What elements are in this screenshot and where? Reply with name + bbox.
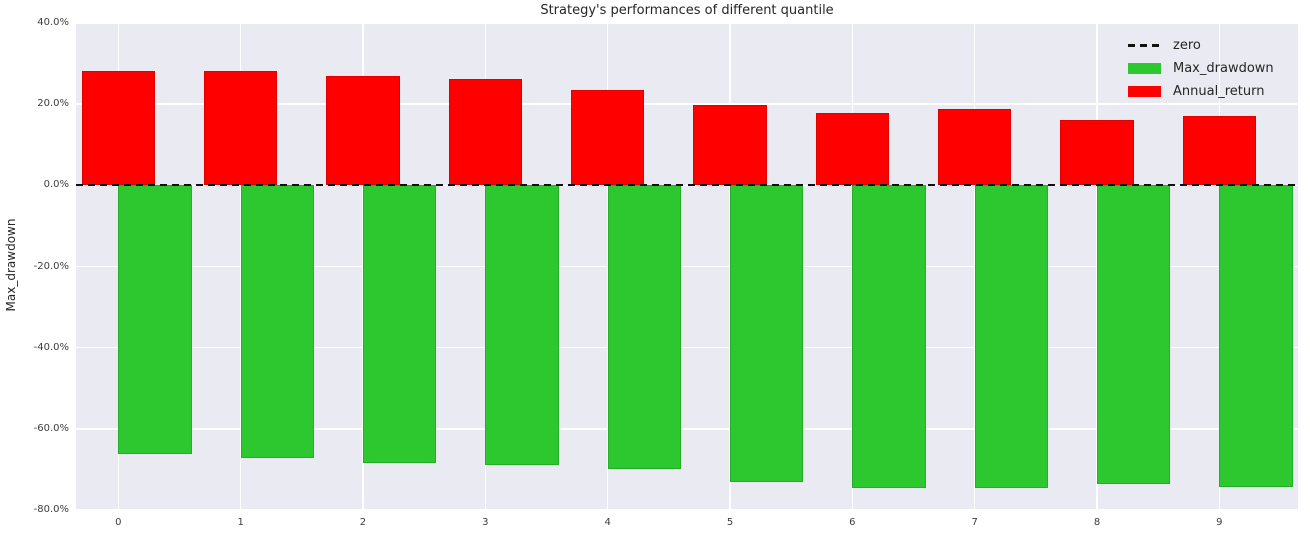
- x-tick-label: 2: [359, 517, 367, 528]
- gridline-horizontal: [76, 22, 1298, 24]
- bar-max-drawdown-1: [240, 185, 315, 459]
- gridline-horizontal: [76, 103, 1298, 105]
- legend-item-annual_return: Annual_return: [1128, 80, 1274, 103]
- x-tick-label: 1: [237, 517, 244, 528]
- bar-annual-return-9: [1182, 115, 1257, 186]
- bar-annual-return-6: [815, 113, 890, 186]
- y-tick-label: -20.0%: [33, 260, 69, 272]
- bar-annual-return-7: [937, 108, 1012, 186]
- legend-color-swatch: [1128, 86, 1161, 97]
- legend: zero Max_drawdown Annual_return: [1128, 34, 1274, 103]
- legend-item-zero: zero: [1128, 34, 1274, 57]
- bar-annual-return-8: [1060, 119, 1134, 186]
- y-tick-label: 20.0%: [37, 98, 69, 110]
- bar-annual-return-0: [81, 71, 156, 186]
- y-tick-label: 40.0%: [37, 17, 69, 28]
- x-tick-label: 3: [482, 517, 489, 528]
- gridline-horizontal: [76, 428, 1298, 430]
- gridline-horizontal: [76, 265, 1298, 268]
- gridline-horizontal: [76, 509, 1298, 511]
- x-tick-label: 9: [1216, 517, 1223, 528]
- bar-max-drawdown-8: [1097, 185, 1171, 485]
- legend-label: Max_drawdown: [1173, 61, 1274, 76]
- bar-annual-return-4: [570, 89, 645, 186]
- x-tick-label: 4: [604, 517, 611, 528]
- chart-title: Strategy's performances of different qua…: [540, 3, 834, 18]
- bar-annual-return-2: [326, 76, 400, 186]
- y-tick-label: -80.0%: [33, 504, 69, 515]
- plot-area: [76, 22, 1298, 511]
- legend-color-swatch: [1128, 63, 1161, 74]
- legend-dashed-line-icon: [1128, 44, 1161, 47]
- x-tick-label: 0: [115, 517, 122, 528]
- y-tick-label: -60.0%: [33, 422, 69, 434]
- x-tick-label: 6: [849, 517, 856, 528]
- bar-max-drawdown-5: [730, 185, 804, 482]
- bar-max-drawdown-2: [362, 185, 437, 464]
- legend-label: zero: [1173, 38, 1201, 53]
- bar-max-drawdown-6: [852, 185, 926, 488]
- x-tick-label: 7: [971, 517, 978, 528]
- y-tick-label: 0.0%: [43, 179, 69, 191]
- bar-max-drawdown-0: [118, 185, 192, 455]
- bar-annual-return-1: [203, 70, 278, 186]
- bar-max-drawdown-7: [974, 185, 1049, 489]
- zero-line: [76, 184, 1298, 187]
- x-tick-label: 5: [726, 517, 734, 528]
- legend-label: Annual_return: [1173, 84, 1265, 99]
- bar-annual-return-3: [448, 78, 523, 186]
- bar-max-drawdown-9: [1219, 185, 1293, 488]
- bar-annual-return-5: [693, 104, 767, 186]
- bar-max-drawdown-4: [607, 185, 682, 469]
- bar-max-drawdown-3: [485, 185, 559, 465]
- x-tick-label: 8: [1093, 517, 1101, 528]
- y-tick-label: -40.0%: [33, 341, 69, 353]
- gridline-horizontal: [76, 346, 1298, 349]
- legend-item-max_drawdown: Max_drawdown: [1128, 57, 1274, 80]
